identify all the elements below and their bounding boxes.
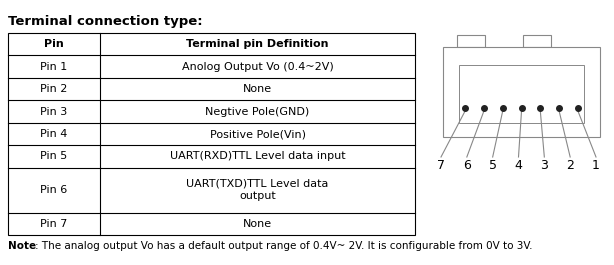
Text: Pin 5: Pin 5 — [41, 151, 68, 161]
Text: UART(TXD)TTL Level data
output: UART(TXD)TTL Level data output — [186, 179, 328, 201]
Text: Pin 3: Pin 3 — [41, 107, 68, 117]
Text: Note: Note — [8, 241, 36, 251]
Text: : The analog output Vo has a default output range of 0.4V~ 2V. It is configurabl: : The analog output Vo has a default out… — [35, 241, 532, 251]
Text: 1: 1 — [592, 159, 600, 172]
Text: Pin 7: Pin 7 — [41, 219, 68, 229]
Text: 4: 4 — [515, 159, 523, 172]
Text: Pin: Pin — [44, 39, 64, 49]
Text: None: None — [243, 219, 272, 229]
Text: Positive Pole(Vin): Positive Pole(Vin) — [209, 129, 306, 139]
Text: Pin 4: Pin 4 — [41, 129, 68, 139]
Text: Pin 6: Pin 6 — [41, 185, 68, 195]
Text: Pin 2: Pin 2 — [41, 84, 68, 94]
Bar — [523, 35, 551, 47]
Text: Terminal pin Definition: Terminal pin Definition — [186, 39, 328, 49]
Text: Negtive Pole(GND): Negtive Pole(GND) — [205, 107, 309, 117]
Bar — [8, 33, 415, 235]
Bar — [459, 65, 584, 123]
Text: 2: 2 — [566, 159, 574, 172]
Text: Anolog Output Vo (0.4~2V): Anolog Output Vo (0.4~2V) — [182, 62, 333, 72]
Text: 6: 6 — [463, 159, 471, 172]
Text: 3: 3 — [540, 159, 548, 172]
Bar — [443, 47, 600, 137]
Text: None: None — [243, 84, 272, 94]
Text: UART(RXD)TTL Level data input: UART(RXD)TTL Level data input — [169, 151, 345, 161]
Text: Terminal connection type:: Terminal connection type: — [8, 15, 203, 28]
Text: 7: 7 — [437, 159, 445, 172]
Bar — [457, 35, 485, 47]
Text: 5: 5 — [489, 159, 497, 172]
Text: Pin 1: Pin 1 — [41, 62, 68, 72]
